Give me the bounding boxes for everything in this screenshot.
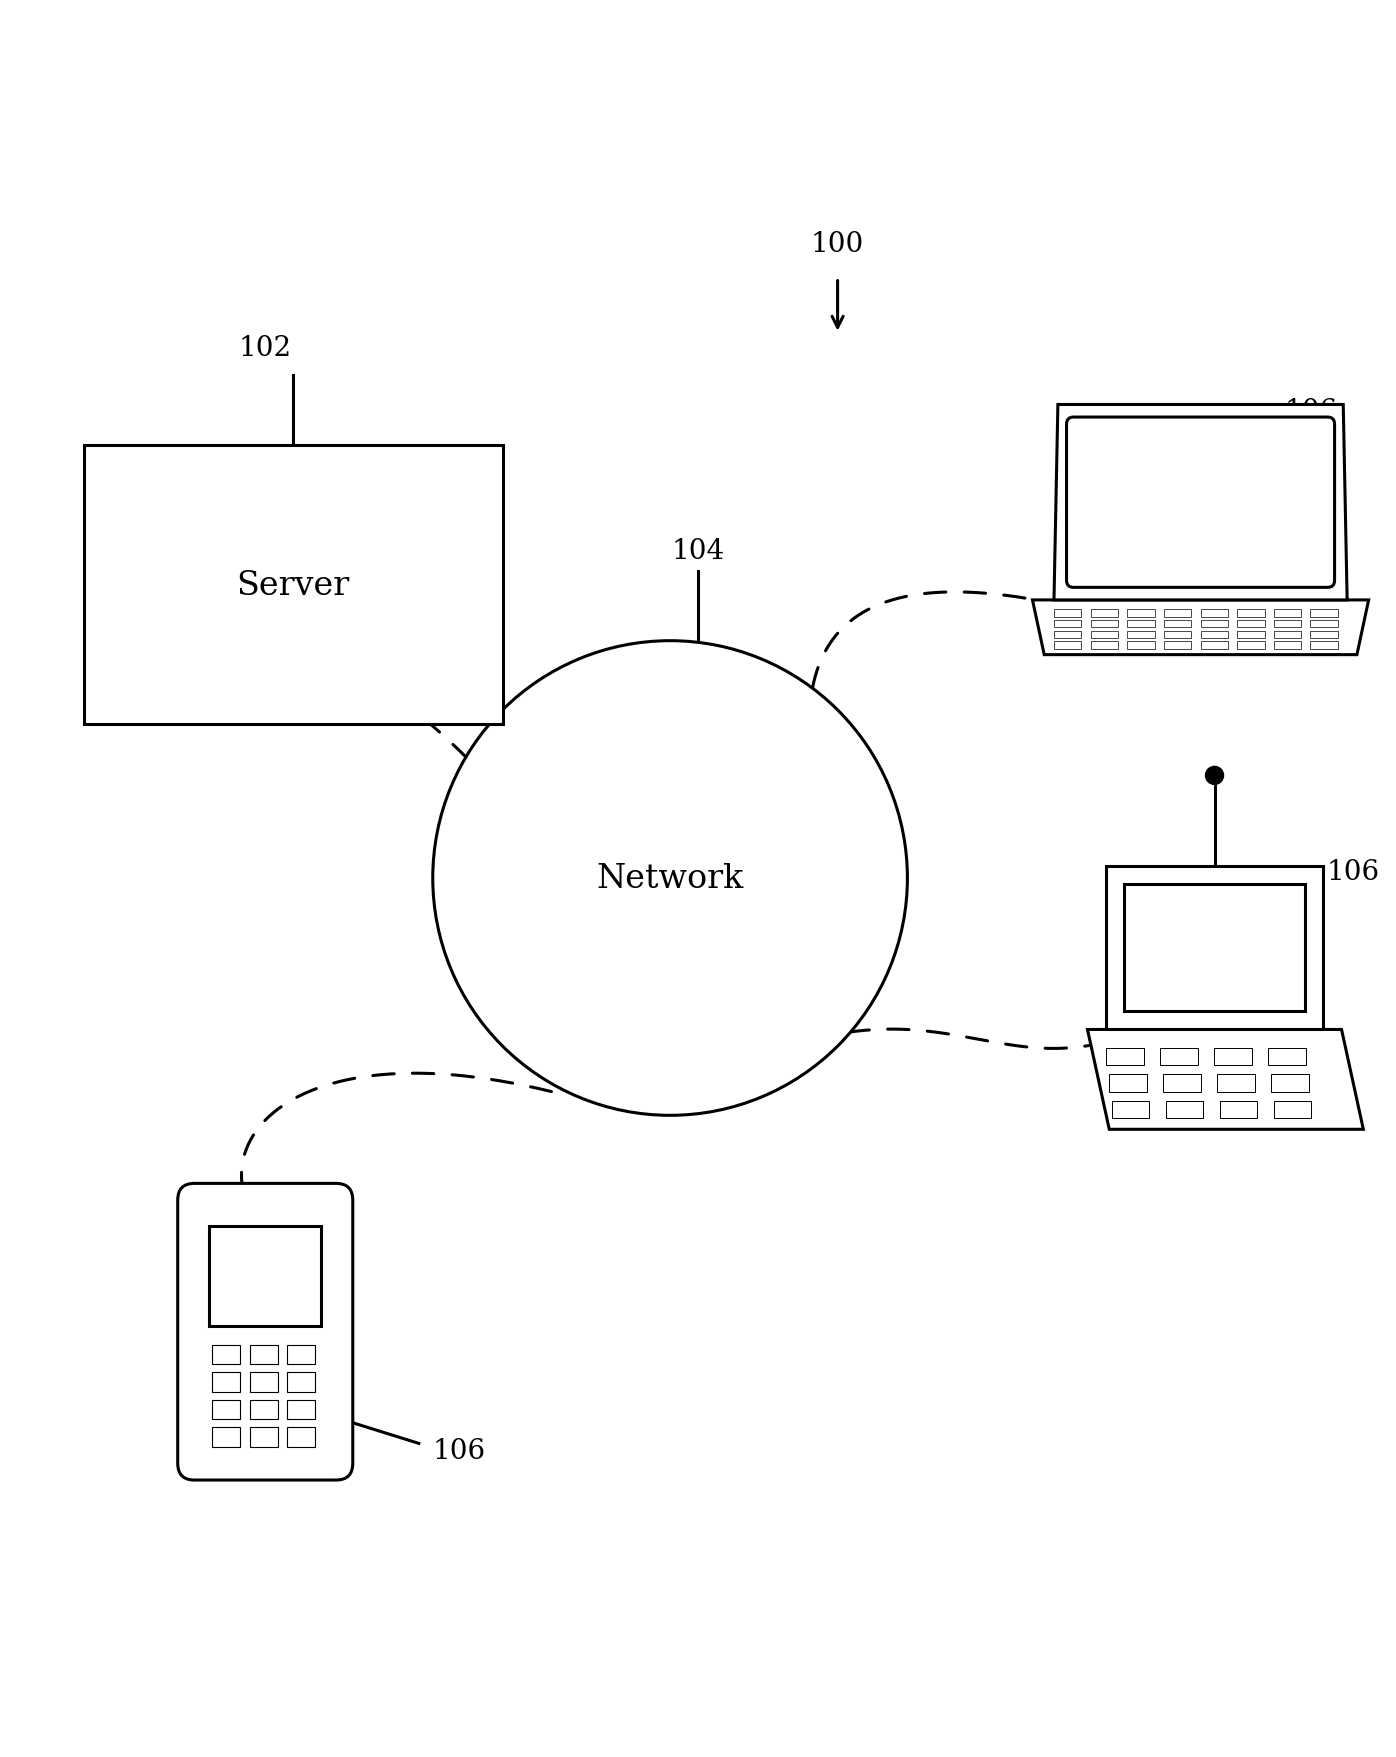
FancyBboxPatch shape [1090,641,1118,650]
FancyBboxPatch shape [1166,1102,1203,1119]
FancyBboxPatch shape [1128,620,1154,627]
FancyBboxPatch shape [1220,1102,1258,1119]
FancyBboxPatch shape [1215,1049,1252,1065]
FancyBboxPatch shape [1275,631,1301,638]
FancyBboxPatch shape [250,1400,278,1420]
FancyBboxPatch shape [1054,620,1082,627]
FancyBboxPatch shape [250,1372,278,1392]
FancyBboxPatch shape [212,1400,240,1420]
FancyBboxPatch shape [1164,620,1191,627]
FancyBboxPatch shape [1237,631,1265,638]
FancyBboxPatch shape [1270,1075,1308,1093]
FancyBboxPatch shape [1164,610,1191,617]
FancyBboxPatch shape [209,1226,321,1327]
Text: 106: 106 [433,1437,486,1464]
FancyBboxPatch shape [1237,641,1265,650]
FancyBboxPatch shape [1164,631,1191,638]
FancyBboxPatch shape [1268,1049,1305,1065]
FancyBboxPatch shape [1090,610,1118,617]
FancyBboxPatch shape [288,1344,315,1363]
Text: 102: 102 [239,336,292,362]
FancyBboxPatch shape [1275,620,1301,627]
Text: Network: Network [596,863,744,894]
Circle shape [1206,768,1223,784]
FancyBboxPatch shape [1054,641,1082,650]
Text: 100: 100 [811,230,864,258]
FancyBboxPatch shape [212,1428,240,1448]
FancyBboxPatch shape [1160,1049,1198,1065]
FancyBboxPatch shape [250,1344,278,1363]
Polygon shape [1054,406,1347,601]
FancyBboxPatch shape [1054,610,1082,617]
FancyBboxPatch shape [1090,620,1118,627]
FancyBboxPatch shape [1201,641,1228,650]
FancyBboxPatch shape [1163,1075,1201,1093]
FancyBboxPatch shape [288,1428,315,1448]
Text: 106: 106 [1284,397,1337,425]
FancyBboxPatch shape [1201,620,1228,627]
FancyBboxPatch shape [1054,631,1082,638]
FancyBboxPatch shape [1111,1102,1149,1119]
FancyBboxPatch shape [1201,610,1228,617]
FancyBboxPatch shape [288,1400,315,1420]
Polygon shape [1033,601,1368,655]
FancyBboxPatch shape [250,1428,278,1448]
FancyBboxPatch shape [1311,610,1337,617]
FancyBboxPatch shape [1106,1049,1143,1065]
FancyBboxPatch shape [84,446,503,726]
FancyBboxPatch shape [1128,631,1154,638]
FancyBboxPatch shape [177,1184,353,1479]
FancyBboxPatch shape [1067,418,1335,589]
FancyBboxPatch shape [1108,1075,1146,1093]
FancyBboxPatch shape [1273,1102,1311,1119]
FancyBboxPatch shape [1124,886,1305,1012]
FancyBboxPatch shape [1237,610,1265,617]
Polygon shape [1087,1030,1364,1130]
FancyBboxPatch shape [1128,610,1154,617]
FancyBboxPatch shape [1311,631,1337,638]
Polygon shape [1074,425,1328,582]
FancyBboxPatch shape [212,1344,240,1363]
FancyBboxPatch shape [1164,641,1191,650]
FancyBboxPatch shape [1237,620,1265,627]
FancyBboxPatch shape [1275,610,1301,617]
FancyBboxPatch shape [1106,866,1323,1030]
Circle shape [433,641,907,1116]
Text: Server: Server [236,569,350,601]
FancyBboxPatch shape [1128,641,1154,650]
FancyBboxPatch shape [1217,1075,1255,1093]
Text: 104: 104 [671,538,725,564]
FancyBboxPatch shape [288,1372,315,1392]
FancyBboxPatch shape [1275,641,1301,650]
FancyBboxPatch shape [1311,641,1337,650]
FancyBboxPatch shape [1090,631,1118,638]
FancyBboxPatch shape [1201,631,1228,638]
FancyBboxPatch shape [1311,620,1337,627]
FancyBboxPatch shape [212,1372,240,1392]
Text: 106: 106 [1326,857,1379,886]
